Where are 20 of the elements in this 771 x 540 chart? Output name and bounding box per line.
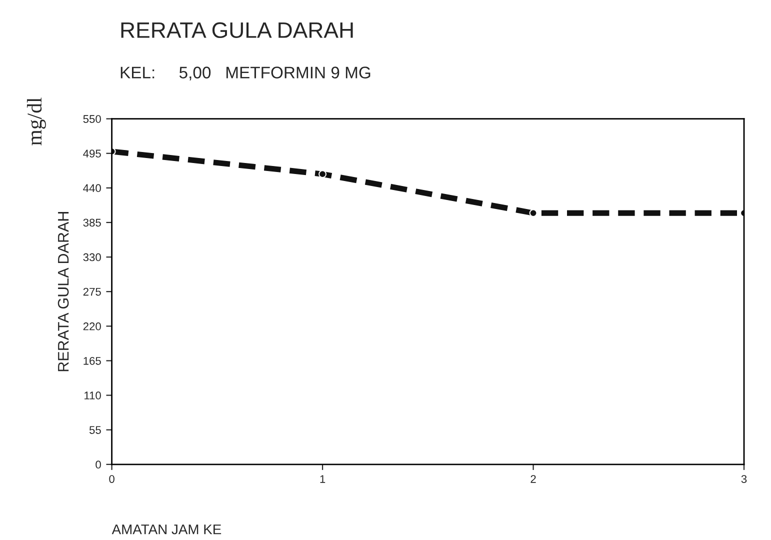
x-tick-label: 3 <box>741 475 747 483</box>
x-tick-label: 0 <box>109 475 114 483</box>
chart-subtitle: KEL: 5,00 METFORMIN 9 MG <box>120 66 370 80</box>
x-tick-label: 1 <box>320 475 326 483</box>
chart-title: RERATA GULA DARAH <box>121 22 353 38</box>
y-tick-label: 440 <box>83 184 101 192</box>
y-tick-label: 275 <box>83 288 101 296</box>
y-tick-label: 495 <box>83 150 101 158</box>
y-tick-label: 110 <box>84 392 101 400</box>
y-tick-label: 165 <box>84 356 101 365</box>
y-tick-label: 220 <box>83 322 101 330</box>
y-tick-label: 55 <box>89 426 101 434</box>
x-tick-label: 2 <box>530 475 536 483</box>
y-axis-title: RERATA GULA DARAH <box>58 212 69 372</box>
y-tick-label: 330 <box>83 253 101 262</box>
y-tick-label: 0 <box>96 460 101 469</box>
y-tick-label: 550 <box>83 115 101 123</box>
text: mg/dl <box>26 98 46 146</box>
y-tick-label: 385 <box>83 218 101 227</box>
x-axis-title: AMATAN JAM KE <box>112 524 222 534</box>
